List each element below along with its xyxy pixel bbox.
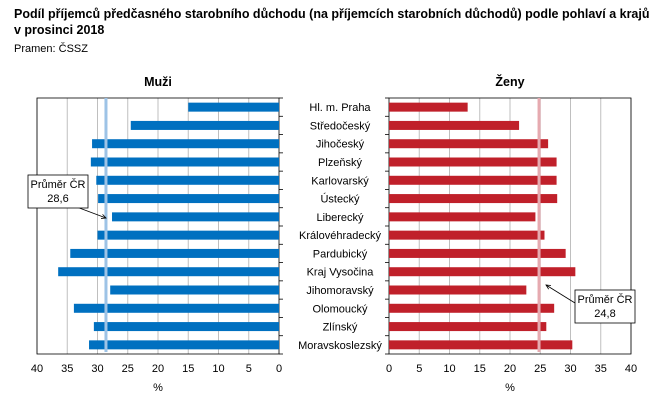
chart-title: Podíl příjemců předčasného starobního dů… [14,7,650,37]
women-annotation-label: Průměr ČR [577,293,632,306]
men-arrowhead-icon [100,214,107,219]
men-annotation-box [27,174,89,209]
men-tick-label: 40 [31,363,43,375]
women-tick-label: 40 [625,363,637,375]
men-bar [112,212,280,222]
category-label: Liberecký [316,212,364,224]
women-bar [389,322,547,332]
men-tick-label: 5 [246,363,252,375]
men-bar [97,230,279,240]
men-annotation-label: Průměr ČR [30,178,85,191]
category-label: Královéhradecký [299,230,381,242]
women-bar [389,139,549,149]
men-bar [130,120,279,130]
men-tick-label: 20 [152,363,164,375]
men-annotation-value: 28,6 [47,193,68,205]
women-annotation-box [574,289,636,324]
men-tick-label: 15 [182,363,194,375]
category-label: Jihočeský [316,139,365,151]
men-bar [188,102,279,112]
women-bar [389,175,557,185]
women-tick-label: 30 [564,363,576,375]
men-x-axis-label: % [153,382,163,394]
women-arrowhead-icon [545,284,552,290]
category-label: Hl. m. Praha [309,102,371,114]
category-label: Středočeský [310,120,371,132]
women-tick-label: 20 [504,363,516,375]
category-label: Zlínský [323,322,358,334]
men-bar [93,322,280,332]
women-tick-label: 0 [386,363,392,375]
men-tick-label: 30 [91,363,103,375]
category-label: Plzeňský [318,157,363,169]
category-label: Ústecký [320,193,360,206]
women-bar [389,248,566,258]
women-tick-label: 10 [443,363,455,375]
men-bar [58,267,279,277]
women-tick-label: 5 [416,363,422,375]
men-tick-label: 35 [61,363,73,375]
women-bar [389,102,468,112]
men-tick-label: 10 [212,363,224,375]
category-label: Kraj Vysočina [307,267,375,279]
category-label: Olomoucký [312,303,368,315]
men-bar [92,139,280,149]
men-bar [73,303,279,313]
women-tick-label: 15 [474,363,486,375]
category-label: Jihomoravský [306,285,374,297]
men-bar [89,340,279,350]
men-tick-label: 25 [122,363,134,375]
women-annotation-arrow [545,284,576,304]
women-bar [389,303,555,313]
women-tick-label: 25 [534,363,546,375]
women-bar [389,285,527,295]
women-bar [389,194,558,204]
category-label: Moravskoslezský [298,340,382,352]
chart-source: Pramen: ČSSZ [14,43,88,55]
women-bar [389,340,573,350]
women-annotation-value: 24,8 [594,308,615,320]
women-tick-label: 35 [595,363,607,375]
men-bar [98,194,279,204]
men-bar [110,285,279,295]
women-x-axis-label: % [505,382,515,394]
men-bar [90,157,279,167]
women-panel-title: Ženy [495,74,524,89]
men-tick-label: 0 [276,363,282,375]
women-bar [389,157,557,167]
category-label: Karlovarský [311,175,369,187]
women-bar [389,230,545,240]
women-bar [389,212,536,222]
men-bar [96,175,279,185]
women-bar [389,120,520,130]
category-label: Pardubický [313,248,368,260]
men-panel-title: Muži [144,75,172,89]
women-bar [389,267,576,277]
men-bar [70,248,280,258]
